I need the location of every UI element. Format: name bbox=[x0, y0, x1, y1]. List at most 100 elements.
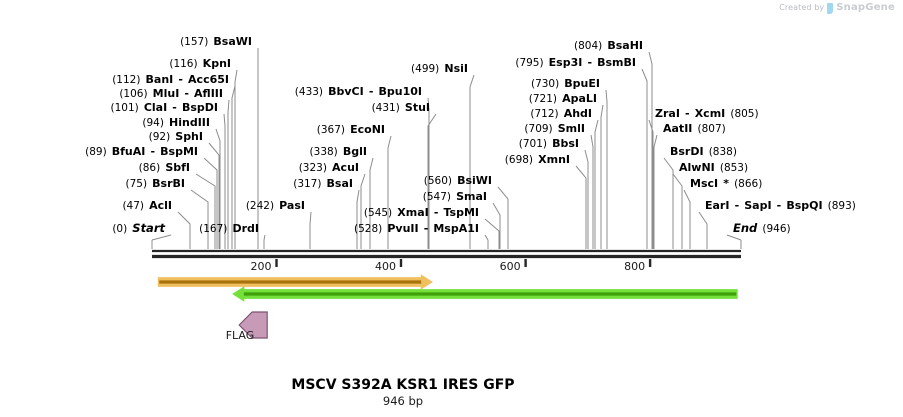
restriction-site-labels-group: (157) BsaWI (116) KpnI(112) BanI - Acc65I… bbox=[85, 30, 856, 236]
restriction-site-label[interactable]: End (946) bbox=[733, 217, 791, 236]
site-leader-line bbox=[360, 173, 366, 240]
flag-label: FLAG bbox=[226, 329, 255, 342]
snapgene-watermark: Created by SnapGene bbox=[779, 2, 895, 14]
restriction-site-label[interactable]: (47) AclI bbox=[122, 194, 172, 213]
restriction-site-label[interactable]: (89) BfuAI - BspMI bbox=[85, 140, 198, 159]
sequence-backbone bbox=[152, 249, 741, 259]
site-leader-line bbox=[263, 234, 266, 241]
restriction-site-label[interactable]: (431) StuI bbox=[372, 96, 430, 115]
ruler-tick-label: 600 bbox=[500, 260, 521, 273]
site-leader-line bbox=[653, 134, 658, 240]
restriction-site-label[interactable]: BsrDI (838) bbox=[670, 140, 737, 159]
site-leader-line bbox=[234, 69, 238, 240]
site-leader-line bbox=[641, 68, 648, 240]
feature-arrow[interactable] bbox=[232, 286, 738, 302]
site-leader-line bbox=[594, 119, 599, 240]
site-leader-line bbox=[427, 113, 437, 240]
restriction-site-label[interactable]: AlwNI (853) bbox=[679, 156, 748, 175]
restriction-site-label[interactable]: EarI - SapI - BspQI (893) bbox=[705, 194, 856, 213]
restriction-site-label[interactable]: (94) HindIII bbox=[142, 111, 210, 130]
site-leader-line bbox=[672, 173, 683, 240]
restriction-site-label[interactable]: (804) BsaHI bbox=[574, 34, 643, 53]
restriction-site-label[interactable]: ZraI - XcmI (805) bbox=[655, 102, 759, 121]
restriction-site-label[interactable]: (112) BanI - Acc65I bbox=[112, 68, 229, 87]
restriction-site-label[interactable]: (86) SbfI bbox=[139, 156, 190, 175]
watermark-prefix: Created by bbox=[779, 3, 825, 12]
site-leader-line bbox=[427, 97, 430, 240]
feature-flag[interactable] bbox=[238, 311, 268, 339]
restriction-site-label[interactable]: (795) Esp3I - BsmBI bbox=[515, 51, 636, 70]
restriction-site-label[interactable]: (0) Start bbox=[112, 217, 165, 236]
restriction-site-label[interactable]: (560) BsiWI bbox=[424, 169, 492, 188]
ruler-tick-label: 200 bbox=[251, 260, 272, 273]
site-leader-line bbox=[356, 189, 360, 240]
flag-feature-label: FLAG bbox=[226, 329, 255, 342]
restriction-site-label[interactable]: (528) PvuII - MspA1I bbox=[354, 217, 479, 236]
site-leader-line bbox=[648, 119, 654, 240]
leader-lines-group bbox=[151, 48, 742, 249]
site-leader-line bbox=[484, 218, 500, 240]
snapgene-logo-icon bbox=[827, 3, 834, 14]
restriction-site-label[interactable]: (242) PasI bbox=[246, 194, 305, 213]
feature-arrows-group bbox=[157, 274, 738, 339]
page-title: MSCV S392A KSR1 IRES GFP bbox=[291, 377, 514, 393]
restriction-site-label[interactable]: (712) AhdI bbox=[530, 102, 592, 121]
site-leader-line bbox=[683, 189, 691, 240]
site-leader-line bbox=[190, 189, 209, 240]
ruler-tick bbox=[275, 259, 278, 267]
restriction-site-label[interactable]: MscI * (866) bbox=[690, 172, 762, 191]
site-leader-line bbox=[484, 234, 489, 241]
restriction-site-label[interactable]: AatII (807) bbox=[663, 117, 726, 136]
flag-pentagon[interactable] bbox=[238, 311, 268, 339]
restriction-site-label[interactable]: (701) BbsI bbox=[519, 132, 579, 151]
map-title-group: MSCV S392A KSR1 IRES GFP 946 bp bbox=[291, 377, 514, 408]
restriction-site-label[interactable]: (116) KpnI bbox=[169, 52, 231, 71]
site-leader-line bbox=[215, 128, 221, 240]
sequence-length: 946 bp bbox=[383, 394, 423, 408]
site-leader-line bbox=[497, 186, 509, 240]
site-leader-line bbox=[600, 104, 604, 240]
site-leader-line bbox=[590, 134, 594, 240]
ruler-tick-label: 400 bbox=[375, 260, 396, 273]
site-leader-line bbox=[223, 113, 226, 240]
restriction-site-label[interactable]: (721) ApaLI bbox=[529, 87, 597, 106]
restriction-site-label[interactable]: (106) MluI - AflIII bbox=[119, 82, 223, 101]
restriction-site-label[interactable]: (367) EcoNI bbox=[317, 118, 385, 137]
restriction-site-label[interactable]: (730) BpuEI bbox=[531, 72, 600, 91]
restriction-site-label[interactable]: (101) ClaI - BspDI bbox=[111, 96, 218, 115]
ruler-ticks-group: 200 400 600 800 bbox=[251, 259, 652, 273]
restriction-site-label[interactable]: (338) BglI bbox=[310, 140, 367, 159]
restriction-site-label[interactable]: (545) XmaI - TspMI bbox=[364, 201, 479, 220]
restriction-site-label[interactable]: (92) SphI bbox=[149, 125, 203, 144]
site-leader-line bbox=[309, 211, 312, 240]
site-leader-line bbox=[605, 89, 608, 240]
restriction-site-label[interactable]: (157) BsaWI bbox=[180, 30, 252, 49]
site-leader-line bbox=[584, 149, 589, 240]
restriction-site-label[interactable]: (167) DrdI bbox=[199, 217, 259, 236]
site-leader-line bbox=[469, 74, 475, 240]
ruler-tick bbox=[524, 259, 527, 267]
restriction-site-label[interactable]: (433) BbvCI - Bpu10I bbox=[295, 80, 422, 99]
ruler-tick-label: 800 bbox=[624, 260, 645, 273]
site-leader-line bbox=[648, 51, 653, 240]
site-leader-line bbox=[231, 85, 236, 240]
site-leader-line bbox=[726, 234, 742, 241]
restriction-site-label[interactable]: (499) NsiI bbox=[411, 57, 468, 76]
feature-arrow[interactable] bbox=[157, 274, 433, 290]
site-leader-line bbox=[208, 142, 220, 240]
restriction-site-label[interactable]: (698) XmnI bbox=[505, 148, 570, 167]
restriction-site-label[interactable]: (75) BsrBI bbox=[126, 172, 186, 191]
restriction-site-label[interactable]: (547) SmaI bbox=[423, 185, 487, 204]
ruler-tick bbox=[399, 259, 403, 267]
site-leader-line bbox=[492, 202, 501, 240]
watermark-brand: SnapGene bbox=[836, 2, 895, 13]
site-leader-line bbox=[151, 234, 172, 241]
site-leader-line bbox=[387, 135, 392, 240]
site-leader-line bbox=[203, 157, 218, 240]
restriction-site-label[interactable]: (323) AcuI bbox=[299, 156, 359, 175]
restriction-site-label[interactable]: (317) BsaI bbox=[293, 172, 353, 191]
site-leader-line bbox=[369, 157, 374, 240]
restriction-site-label[interactable]: (709) SmlI bbox=[524, 117, 585, 136]
site-leader-line bbox=[195, 173, 216, 240]
